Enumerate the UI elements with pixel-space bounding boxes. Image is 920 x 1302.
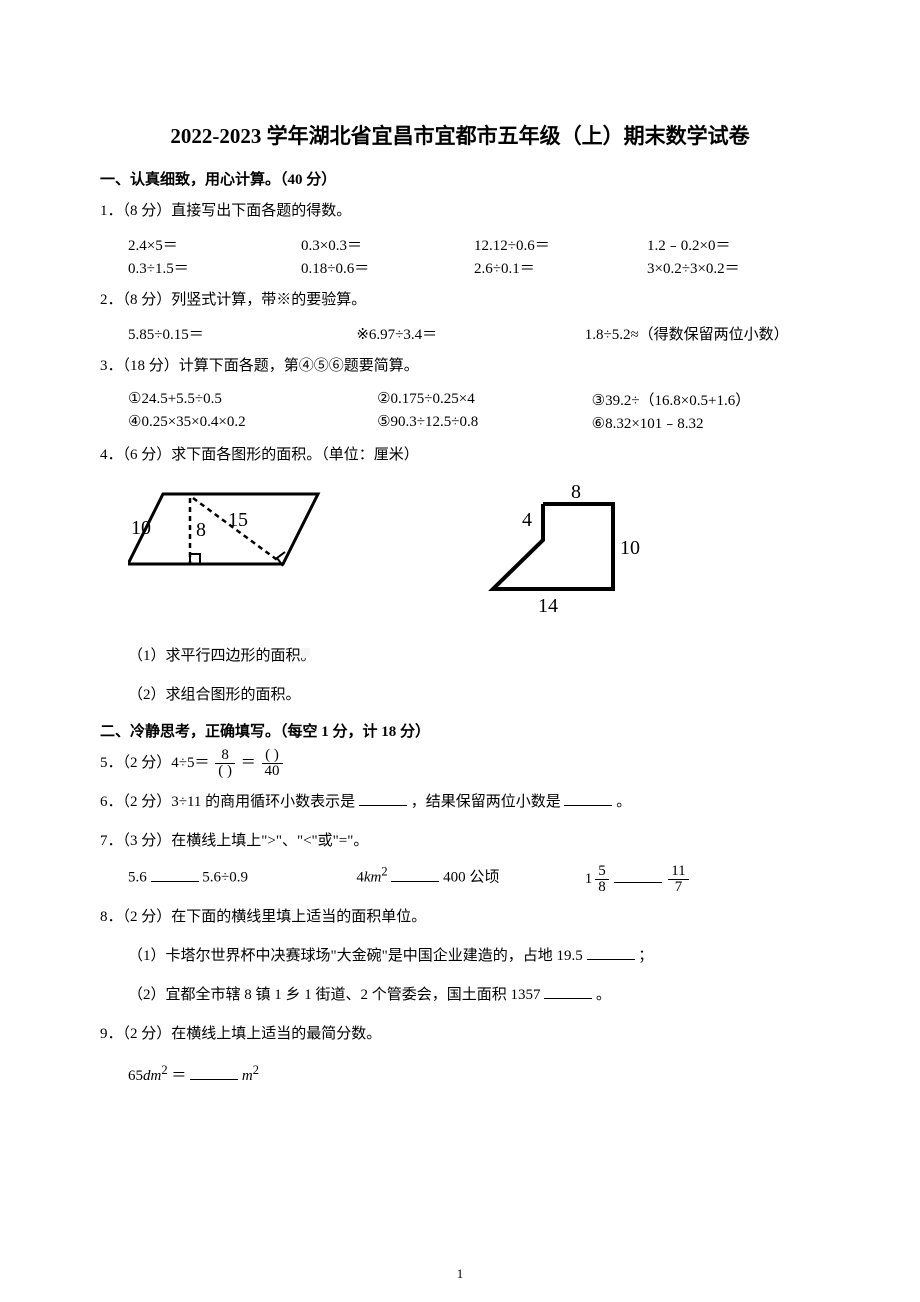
fig1-label-left: 10 bbox=[131, 517, 151, 539]
fig2-label-right: 10 bbox=[620, 537, 640, 559]
q8-s1-b: ； bbox=[638, 948, 653, 964]
q1-item: 2.4×5＝ bbox=[128, 234, 301, 255]
q6-suf: 。 bbox=[616, 794, 631, 810]
mixed-int: 1 bbox=[585, 871, 593, 888]
q4-sub2: （2）求组合图形的面积。 bbox=[100, 679, 820, 712]
section-1-heading: 一、认真细致，用心计算。（40 分） bbox=[100, 168, 820, 189]
q1-item: 1.2﹣0.2×0＝ bbox=[647, 234, 820, 255]
page-title: 2022-2023 学年湖北省宜昌市宜都市五年级（上）期末数学试卷 bbox=[100, 120, 820, 150]
q7-a-l: 5.6 bbox=[128, 870, 147, 886]
q5-frac2: ( ) 40 bbox=[262, 748, 283, 779]
blank bbox=[190, 1063, 238, 1081]
q1-item: 0.18÷0.6＝ bbox=[301, 257, 474, 278]
q3-item: ③39.2÷（16.8×0.5+1.6） bbox=[592, 389, 820, 410]
q3-row1: ①24.5+5.5÷0.5 ②0.175÷0.25×4 ③39.2÷（16.8×… bbox=[100, 389, 820, 410]
frac-den: ( ) bbox=[215, 764, 235, 779]
q4-stem: 4．（6 分）求下面各图形的面积。（单位：厘米） bbox=[100, 439, 820, 472]
q1-item: 2.6÷0.1＝ bbox=[474, 257, 647, 278]
q6-pre: 6．（2 分）3÷11 的商用循环小数表示是 bbox=[100, 794, 359, 810]
q8-stem: 8．（2 分）在下面的横线里填上适当的面积单位。 bbox=[100, 901, 820, 934]
blank bbox=[151, 864, 199, 882]
blank bbox=[614, 866, 662, 884]
q1-row2: 0.3÷1.5＝ 0.18÷0.6＝ 2.6÷0.1＝ 3×0.2÷3×0.2＝ bbox=[100, 257, 820, 278]
q7-b-l: 4 bbox=[356, 870, 364, 886]
frac-num: 8 bbox=[215, 748, 235, 764]
q5: 5．（2 分）4÷5＝ 8 ( ) ＝ ( ) 40 bbox=[100, 747, 820, 780]
fig1-label-diag: 15 bbox=[228, 509, 248, 531]
q3-item: ①24.5+5.5÷0.5 bbox=[128, 389, 377, 410]
q3-row2: ④0.25×35×0.4×0.2 ⑤90.3÷12.5÷0.8 ⑥8.32×10… bbox=[100, 412, 820, 433]
q5-frac1: 8 ( ) bbox=[215, 748, 235, 779]
eq-sign: ＝ bbox=[241, 755, 256, 771]
sq: 2 bbox=[161, 1063, 167, 1077]
section-2-heading: 二、冷静思考，正确填写。（每空 1 分，计 18 分） bbox=[100, 720, 820, 741]
q9-eq: ＝ bbox=[171, 1068, 186, 1084]
q2-stem: 2．（8 分）列竖式计算，带※的要验算。 bbox=[100, 284, 820, 317]
frac-num: 11 bbox=[668, 864, 688, 880]
q1-item: 0.3×0.3＝ bbox=[301, 234, 474, 255]
q3-stem: 3．（18 分）计算下面各题，第④⑤⑥题要简算。 bbox=[100, 350, 820, 383]
q9-v: 65 bbox=[128, 1068, 143, 1084]
q7-c-l: 1 5 8 bbox=[585, 864, 611, 895]
q2-row: 5.85÷0.15＝ ※6.97÷3.4＝ 1.8÷5.2≈（得数保留两位小数） bbox=[100, 323, 820, 344]
q9-ub: m bbox=[242, 1068, 253, 1084]
q3-item: ②0.175÷0.25×4 bbox=[377, 389, 592, 410]
sq: 2 bbox=[381, 865, 387, 879]
q2-item: 1.8÷5.2≈（得数保留两位小数） bbox=[585, 323, 820, 344]
blank bbox=[587, 943, 635, 961]
q1-item: 12.12÷0.6＝ bbox=[474, 234, 647, 255]
q9-ua: dm bbox=[143, 1068, 161, 1084]
frac-num: 5 bbox=[595, 864, 609, 880]
q7-row: 5.6 5.6÷0.9 4km2 400 公顷 1 5 8 11 7 bbox=[100, 864, 820, 895]
q1-row1: 2.4×5＝ 0.3×0.3＝ 12.12÷0.6＝ 1.2﹣0.2×0＝ bbox=[100, 234, 820, 255]
blank bbox=[391, 864, 439, 882]
q2-item: 5.85÷0.15＝ bbox=[128, 323, 356, 344]
q1-item: 3×0.2÷3×0.2＝ bbox=[647, 257, 820, 278]
blank bbox=[544, 982, 592, 1000]
frac-den: 8 bbox=[595, 880, 609, 895]
q7-b: 4km2 400 公顷 bbox=[356, 864, 584, 895]
q9-stem: 9．（2 分）在横线上填上适当的最简分数。 bbox=[100, 1018, 820, 1051]
q7-c: 1 5 8 11 7 bbox=[585, 864, 820, 895]
figure-composite: 8 4 10 14 bbox=[478, 484, 648, 624]
q1-item: 0.3÷1.5＝ bbox=[128, 257, 301, 278]
q1-stem: 1．（8 分）直接写出下面各题的得数。 bbox=[100, 195, 820, 228]
sq: 2 bbox=[253, 1063, 259, 1077]
frac-den: 7 bbox=[668, 880, 688, 895]
q3-item: ④0.25×35×0.4×0.2 bbox=[128, 412, 377, 433]
page: 2022-2023 学年湖北省宜昌市宜都市五年级（上）期末数学试卷 一、认真细致… bbox=[0, 0, 920, 1302]
fig2-label-top: 8 bbox=[571, 484, 581, 503]
figure-parallelogram: 10 8 15 bbox=[128, 484, 328, 589]
q8-s2-a: （2）宜都全市辖 8 镇 1 乡 1 街道、2 个管委会，国土面积 1357 bbox=[128, 987, 544, 1003]
q7-a-r: 5.6÷0.9 bbox=[202, 870, 248, 886]
blank bbox=[564, 789, 612, 807]
page-number: 1 bbox=[0, 1266, 920, 1282]
q8-s1-a: （1）卡塔尔世界杯中决赛球场"大金碗"是中国企业建造的，占地 19.5 bbox=[128, 948, 587, 964]
q5-prefix: 5．（2 分）4÷5＝ bbox=[100, 755, 209, 771]
q3-item: ⑥8.32×101﹣8.32 bbox=[592, 412, 820, 433]
q7-a: 5.6 5.6÷0.9 bbox=[128, 864, 356, 895]
frac-num: ( ) bbox=[262, 748, 283, 764]
frac: 5 8 bbox=[595, 864, 609, 895]
q7-b-unit: km bbox=[364, 870, 382, 886]
fig2-label-bot: 14 bbox=[538, 595, 558, 617]
q4-figures: 10 8 15 8 4 10 14 bbox=[100, 484, 820, 624]
q4-sub1: （1）求平行四边形的面积。 bbox=[100, 640, 820, 673]
q6-mid: ，结果保留两位小数是 bbox=[411, 794, 565, 810]
q9-line: 65dm2 ＝ m2 bbox=[100, 1057, 820, 1093]
q3-item: ⑤90.3÷12.5÷0.8 bbox=[377, 412, 592, 433]
fig2-label-ul: 4 bbox=[522, 509, 532, 531]
q7-c-r: 11 7 bbox=[668, 864, 688, 895]
blank bbox=[359, 789, 407, 807]
q2-item: ※6.97÷3.4＝ bbox=[356, 323, 584, 344]
q7-b-r: 400 公顷 bbox=[443, 870, 499, 886]
q8-s2: （2）宜都全市辖 8 镇 1 乡 1 街道、2 个管委会，国土面积 1357 。 bbox=[100, 979, 820, 1012]
frac-den: 40 bbox=[262, 764, 283, 779]
q8-s1: （1）卡塔尔世界杯中决赛球场"大金碗"是中国企业建造的，占地 19.5 ； bbox=[100, 940, 820, 973]
fig1-label-h: 8 bbox=[196, 519, 206, 541]
q7-stem: 7．（3 分）在横线上填上">"、"<"或"="。 bbox=[100, 825, 820, 858]
q6: 6．（2 分）3÷11 的商用循环小数表示是 ，结果保留两位小数是 。 bbox=[100, 786, 820, 819]
q8-s2-b: 。 bbox=[596, 987, 611, 1003]
